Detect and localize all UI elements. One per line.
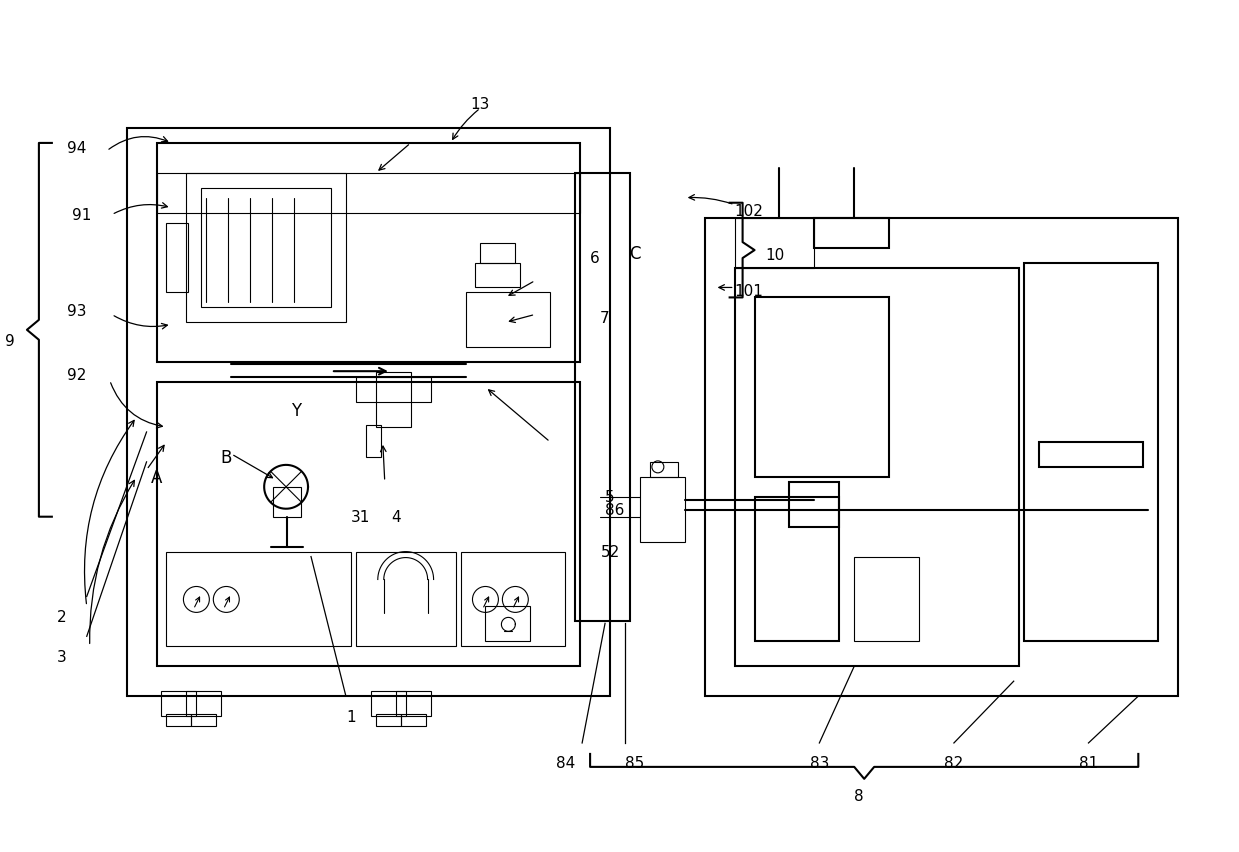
- Bar: [356, 552, 456, 647]
- Text: 83: 83: [809, 756, 829, 770]
- Text: 86: 86: [606, 503, 624, 518]
- Bar: [191, 714, 217, 726]
- Bar: [126, 129, 610, 696]
- Text: 4: 4: [392, 509, 400, 525]
- Bar: [705, 218, 1178, 696]
- Bar: [156, 383, 580, 666]
- Bar: [466, 293, 550, 348]
- Bar: [366, 425, 380, 458]
- Bar: [356, 377, 431, 403]
- Text: A: A: [151, 469, 162, 486]
- Text: Y: Y: [291, 401, 301, 419]
- Text: 6: 6: [590, 250, 600, 266]
- Text: 13: 13: [471, 96, 491, 112]
- Bar: [639, 477, 685, 542]
- Bar: [476, 263, 520, 288]
- Text: 8: 8: [855, 788, 864, 803]
- Text: 101: 101: [735, 284, 763, 298]
- Bar: [161, 691, 197, 717]
- Bar: [166, 223, 188, 293]
- Bar: [186, 691, 222, 717]
- Text: C: C: [629, 245, 641, 262]
- Text: 93: 93: [67, 303, 87, 319]
- Text: 1: 1: [346, 709, 356, 723]
- Text: 7: 7: [600, 310, 610, 325]
- Text: 31: 31: [351, 509, 370, 525]
- Bar: [166, 552, 351, 647]
- Text: 102: 102: [735, 204, 763, 219]
- Bar: [156, 174, 580, 214]
- Text: 85: 85: [626, 756, 644, 770]
- Bar: [575, 174, 629, 622]
- Text: 10: 10: [764, 248, 784, 262]
- Text: 91: 91: [72, 208, 92, 223]
- Bar: [1023, 263, 1158, 642]
- Bar: [755, 498, 839, 642]
- Bar: [375, 714, 400, 726]
- Bar: [156, 144, 580, 363]
- Bar: [814, 218, 890, 248]
- Bar: [375, 372, 410, 428]
- Text: 84: 84: [555, 756, 575, 770]
- Text: 5: 5: [605, 490, 615, 504]
- Text: 2: 2: [57, 609, 67, 625]
- Bar: [370, 691, 405, 717]
- Bar: [854, 557, 919, 642]
- Bar: [395, 691, 431, 717]
- Bar: [481, 244, 515, 263]
- Text: 3: 3: [57, 649, 67, 664]
- Bar: [755, 298, 890, 477]
- Text: B: B: [221, 448, 232, 466]
- Text: 52: 52: [601, 544, 620, 560]
- Bar: [186, 174, 346, 323]
- Bar: [461, 552, 565, 647]
- Bar: [486, 607, 530, 642]
- Bar: [650, 463, 678, 477]
- Text: 81: 81: [1079, 756, 1098, 770]
- Bar: [1038, 442, 1144, 467]
- Text: 94: 94: [67, 141, 87, 156]
- Bar: [273, 487, 301, 517]
- Bar: [400, 714, 426, 726]
- Text: 9: 9: [5, 333, 15, 348]
- Bar: [166, 714, 191, 726]
- Text: 92: 92: [67, 367, 87, 383]
- Bar: [789, 482, 839, 527]
- Text: 82: 82: [944, 756, 964, 770]
- Bar: [735, 268, 1018, 666]
- Bar: [735, 218, 814, 268]
- Bar: [202, 188, 331, 308]
